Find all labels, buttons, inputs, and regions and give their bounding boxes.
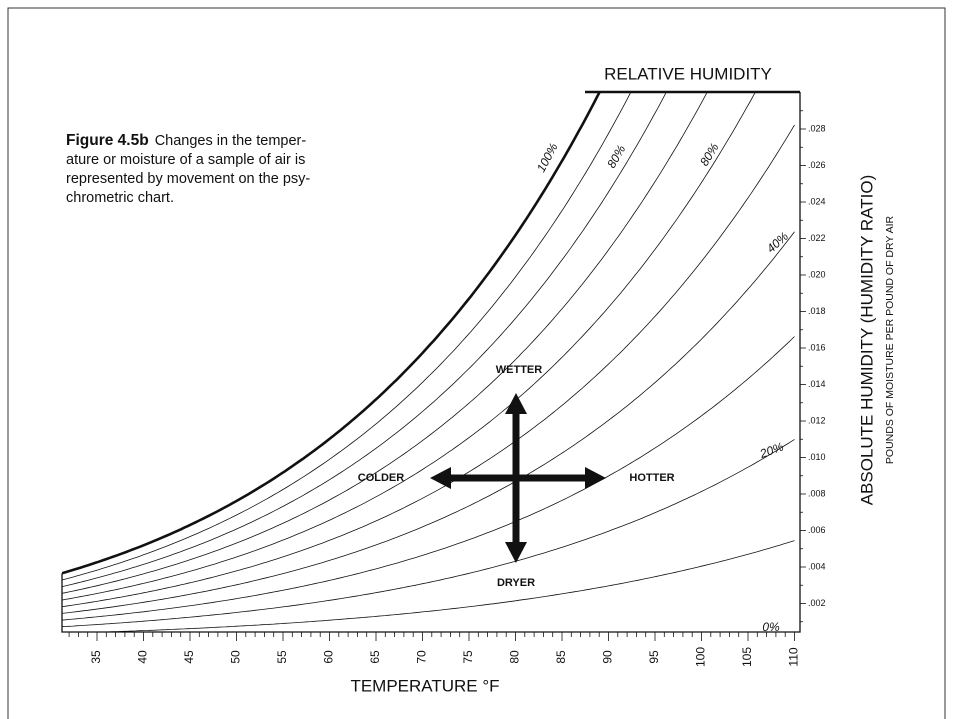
x-tick-label: 95 [647, 650, 661, 664]
direction-label: WETTER [496, 364, 542, 376]
curve-label: 20% [757, 439, 786, 461]
y-tick-label: .018 [808, 306, 826, 316]
curve-label: 80% [697, 140, 722, 168]
x-tick-label: 85 [554, 650, 568, 664]
y-axis-label: ABSOLUTE HUMIDITY (HUMIDITY RATIO) [857, 175, 876, 506]
y-axis-sublabel: POUNDS OF MOISTURE PER POUND OF DRY AIR [884, 216, 896, 465]
curve-label: 0% [762, 620, 780, 634]
y-tick-label: .014 [808, 379, 826, 389]
y-tick-label: .010 [808, 452, 826, 462]
frame [7, 7, 946, 719]
x-tick-label: 100 [694, 647, 708, 667]
x-axis-label: TEMPERATURE °F [350, 676, 499, 695]
y-tick-label: .008 [808, 488, 826, 498]
chart-title: RELATIVE HUMIDITY [604, 64, 772, 83]
caption-text: chrometric chart. [66, 190, 174, 206]
x-tick-label: 60 [322, 650, 336, 664]
direction-arrows [430, 393, 606, 563]
rh-curve [93, 540, 795, 632]
y-tick-label: .004 [808, 561, 826, 571]
x-tick-label: 35 [89, 650, 103, 664]
rh-curve [62, 92, 667, 588]
y-tick-label: .002 [808, 598, 826, 608]
y-tick-label: .020 [808, 269, 826, 279]
y-tick-label: .006 [808, 525, 826, 535]
x-tick-label: 55 [275, 650, 289, 664]
direction-label: HOTTER [629, 472, 674, 484]
rh-curve [62, 124, 795, 608]
caption-text: represented by movement on the psy- [66, 171, 310, 187]
rh-curve [62, 92, 632, 581]
x-tick-label: 40 [136, 650, 150, 664]
x-tick-label: 110 [787, 647, 801, 666]
x-tick-label: 105 [740, 647, 754, 667]
y-tick-label: .024 [808, 196, 826, 206]
x-tick-label: 70 [415, 650, 429, 664]
caption-text: ature or moisture of a sample of air is [66, 152, 305, 168]
y-tick-label: .022 [808, 233, 826, 243]
x-tick-label: 65 [368, 650, 382, 664]
x-tick-label: 80 [508, 650, 522, 664]
direction-label: DRYER [497, 577, 535, 589]
rh-curve [62, 336, 795, 621]
rh-curve [62, 92, 708, 594]
rh-curve [62, 439, 795, 628]
y-tick-label: .016 [808, 342, 826, 352]
x-tick-label: 90 [601, 650, 615, 664]
direction-label: COLDER [358, 472, 405, 484]
y-tick-label: .012 [808, 415, 826, 425]
rh-curve [62, 231, 795, 614]
curves [62, 92, 795, 632]
x-tick-label: 45 [182, 650, 196, 664]
rh-curve [62, 92, 756, 601]
rh-curve [62, 92, 602, 575]
caption-line: Figure 4.5b Changes in the temper- [66, 132, 306, 149]
x-tick-label: 75 [461, 650, 475, 664]
y-tick-label: .028 [808, 123, 826, 133]
plot-frame [61, 92, 801, 633]
caption-text: Changes in the temper- [155, 133, 307, 149]
x-tick-label: 50 [229, 650, 243, 664]
caption-label: Figure 4.5b [66, 132, 149, 149]
y-tick-label: .026 [808, 160, 826, 170]
curve-label: 40% [764, 229, 791, 256]
